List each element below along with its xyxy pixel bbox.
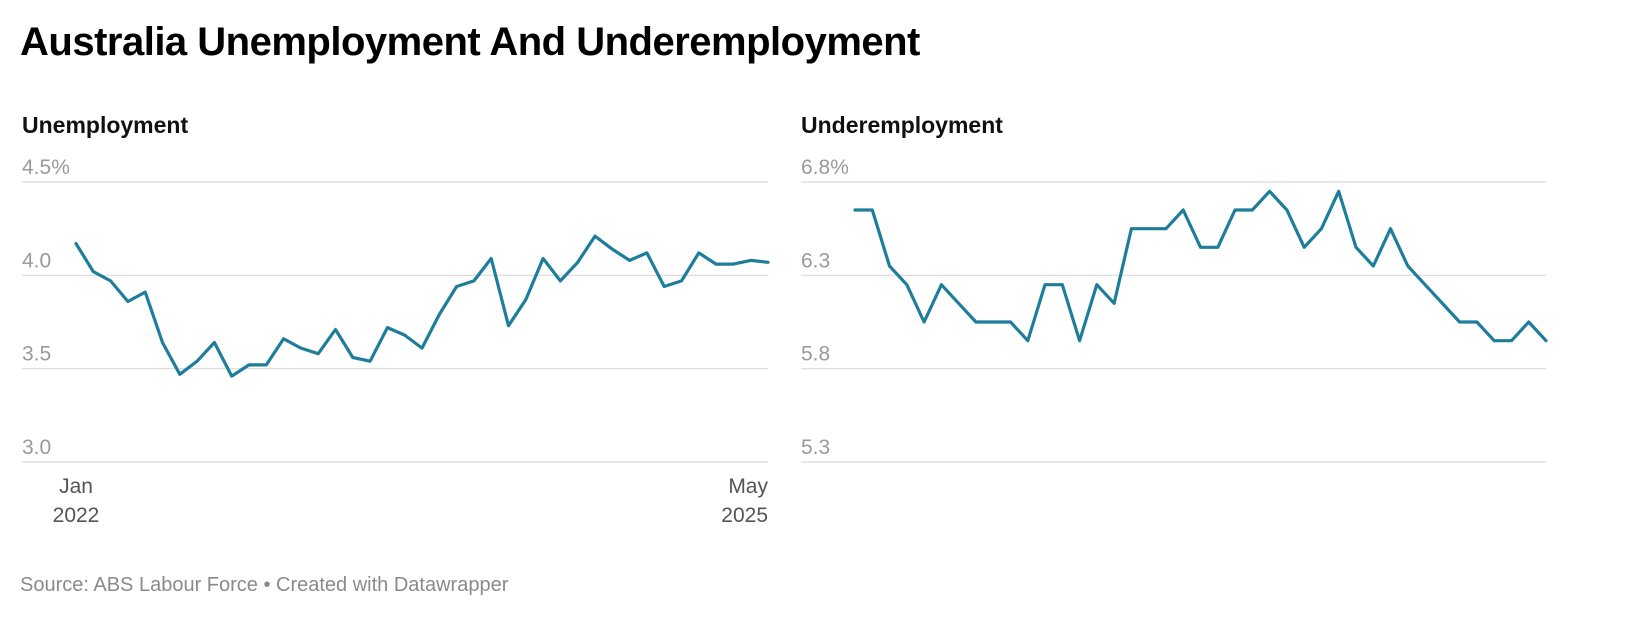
source-footer: Source: ABS Labour Force • Created with …	[20, 574, 509, 596]
x-tick-year: 2022	[53, 504, 100, 527]
series-line	[74, 234, 770, 378]
y-tick-label: 5.8	[801, 343, 830, 366]
x-tick-year: 2025	[721, 504, 768, 527]
y-tick-label: 5.3	[801, 436, 830, 459]
panel-title: Underemployment	[801, 112, 1003, 138]
x-tick-month: May	[728, 475, 768, 498]
y-tick-label: 3.0	[22, 436, 51, 459]
y-tick-label: 4.5%	[22, 156, 70, 179]
y-tick-label: 4.0	[22, 249, 51, 272]
y-tick-label: 6.8%	[801, 156, 849, 179]
chart-title: Australia Unemployment And Underemployme…	[20, 20, 920, 64]
panel-title: Unemployment	[22, 112, 188, 138]
series-line	[853, 189, 1548, 343]
y-tick-label: 6.3	[801, 249, 830, 272]
x-tick-month: Jan	[59, 475, 93, 498]
y-tick-label: 3.5	[22, 343, 51, 366]
